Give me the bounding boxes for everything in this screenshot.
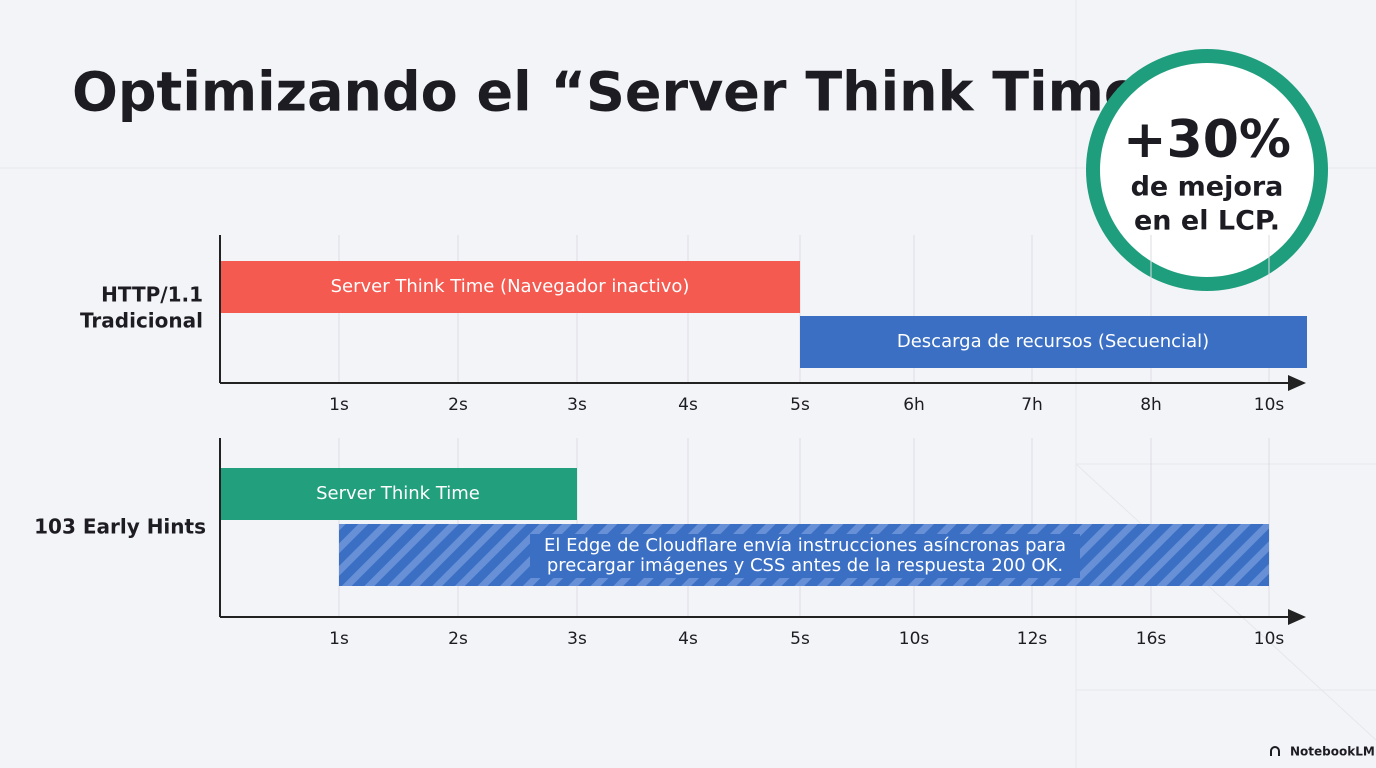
x-tick-label: 3s	[567, 629, 587, 649]
x-tick-label: 1s	[329, 395, 349, 415]
x-tick-label: 4s	[678, 395, 698, 415]
x-tick-label: 10s	[1254, 629, 1285, 649]
x-tick-label: 5s	[790, 629, 810, 649]
row-label: 103 Early Hints	[34, 515, 206, 539]
row-label: HTTP/1.1	[101, 283, 203, 307]
bar-label-bg	[530, 534, 1080, 578]
timeline: Server Think Time (Navegador inactivo) D…	[80, 235, 1307, 415]
bar-label: Server Think Time	[316, 483, 480, 504]
x-tick-label: 2s	[448, 395, 468, 415]
bar	[800, 316, 1307, 368]
bar	[220, 468, 577, 520]
badge: +30% de mejora en el LCP.	[1086, 49, 1328, 291]
title: Optimizando el “Server Think Time”	[72, 61, 1176, 124]
x-tick-label: 10s	[899, 629, 930, 649]
x-tick-label: 5s	[790, 395, 810, 415]
x-tick-label: 8h	[1140, 395, 1162, 415]
bar-label: precargar imágenes y CSS antes de la res…	[547, 555, 1063, 576]
badge-value: +30%	[1123, 110, 1291, 170]
watermark: NotebookLM	[1290, 745, 1375, 759]
bar-label: Descarga de recursos (Secuencial)	[897, 331, 1209, 352]
timeline: Server Think Time El Edge de Cloudflare …	[34, 438, 1306, 649]
bar-label: El Edge de Cloudflare envía instruccione…	[544, 535, 1066, 556]
bar-label: Server Think Time (Navegador inactivo)	[331, 276, 690, 297]
badge-line: de mejora	[1131, 172, 1284, 203]
x-tick-label: 6h	[903, 395, 925, 415]
x-tick-label: 1s	[329, 629, 349, 649]
x-tick-label: 4s	[678, 629, 698, 649]
x-tick-label: 7h	[1021, 395, 1043, 415]
row-label: Tradicional	[80, 309, 203, 333]
x-tick-label: 2s	[448, 629, 468, 649]
logo	[1270, 746, 1280, 756]
bar	[220, 261, 800, 313]
x-tick-label: 16s	[1136, 629, 1167, 649]
x-tick-label: 10s	[1254, 395, 1285, 415]
x-tick-label: 12s	[1017, 629, 1048, 649]
x-tick-label: 3s	[567, 395, 587, 415]
badge-line: en el LCP.	[1134, 206, 1280, 237]
